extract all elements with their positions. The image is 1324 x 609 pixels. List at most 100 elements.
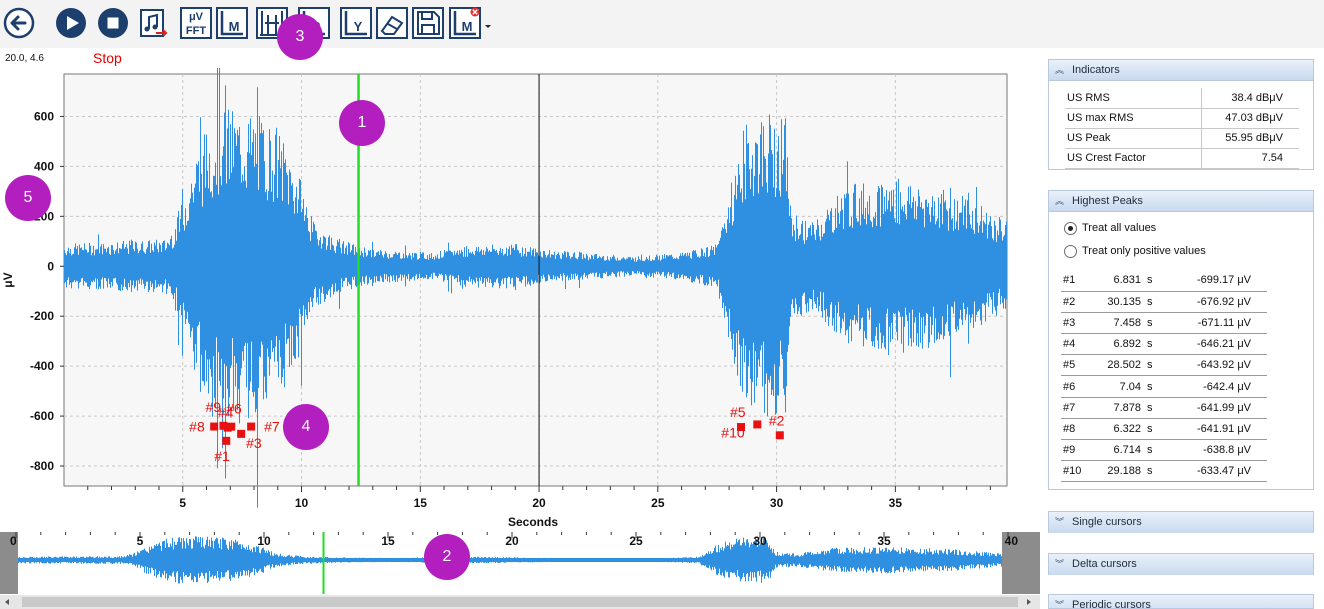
peak-time: 6.831 <box>1093 270 1141 292</box>
svg-text:Y: Y <box>354 19 363 34</box>
indicators-header[interactable]: ︽ Indicators <box>1049 60 1313 81</box>
periodic-cursors-panel[interactable]: ︾ Periodic cursors <box>1048 594 1314 609</box>
periodic-cursors-title: Periodic cursors <box>1072 599 1151 609</box>
peak-time: 6.892 <box>1093 333 1141 356</box>
stop-button[interactable] <box>97 7 129 39</box>
overview-ticks: 0 5 10 15 20 25 30 35 40 <box>10 532 1018 548</box>
overview-tick-label: 20 <box>505 534 519 548</box>
fft-button[interactable]: μV FFT <box>180 7 212 39</box>
delta-cursors-header[interactable]: ︾ Delta cursors <box>1049 554 1313 575</box>
treat-positive-radio[interactable]: Treat only positive values <box>1064 244 1206 260</box>
x-tick-label: 20 <box>532 496 546 510</box>
music-export-icon <box>140 9 168 37</box>
peak-time: 7.458 <box>1093 312 1141 335</box>
peak-label: #3 <box>246 435 262 451</box>
scroll-right-icon[interactable] <box>1027 599 1031 605</box>
overview-tick-label: 15 <box>381 534 395 548</box>
peak-label: #4 <box>218 405 234 421</box>
single-cursors-panel[interactable]: ︾ Single cursors <box>1048 511 1314 533</box>
peak-row[interactable]: #5 28.502 s -643.92 μV <box>1061 354 1267 377</box>
peak-row[interactable]: #8 6.322 s -641.91 μV <box>1061 418 1267 441</box>
eraser-button[interactable] <box>376 7 408 39</box>
collapse-icon: ︽ <box>1055 196 1065 206</box>
expand-icon: ︾ <box>1055 600 1065 609</box>
indicator-row: US max RMS 47.03 dBμV <box>1065 108 1299 129</box>
peak-marker <box>227 422 236 431</box>
arrow-left-circle-icon <box>3 7 35 39</box>
peak-label: #9 <box>205 399 221 415</box>
x-tick-label: 10 <box>295 496 309 510</box>
treat-all-radio[interactable]: Treat all values <box>1064 221 1156 237</box>
collapse-icon: ︽ <box>1055 65 1065 75</box>
export-audio-button[interactable] <box>138 7 170 39</box>
overview-tick-label: 5 <box>137 534 144 548</box>
peak-time-unit: s <box>1141 291 1173 313</box>
eraser-icon <box>376 7 408 39</box>
save-button[interactable] <box>412 7 444 39</box>
single-cursors-header[interactable]: ︾ Single cursors <box>1049 512 1313 533</box>
peak-time: 6.322 <box>1093 418 1141 441</box>
overview-left-mask <box>0 532 18 594</box>
overview-tick-label: 40 <box>1005 534 1019 548</box>
peak-row[interactable]: #4 6.892 s -646.21 μV <box>1061 333 1267 356</box>
back-button[interactable] <box>3 7 35 39</box>
peak-marker <box>210 422 219 431</box>
peak-label: #10 <box>721 424 745 440</box>
y-axis-label: μV <box>1 272 15 287</box>
playback-status: Stop <box>93 50 122 66</box>
peak-rank: #9 <box>1061 439 1093 462</box>
expand-icon: ︾ <box>1055 517 1065 527</box>
peak-row[interactable]: #3 7.458 s -671.11 μV <box>1061 312 1267 335</box>
highest-peaks-header[interactable]: ︽ Highest Peaks <box>1049 191 1313 212</box>
x-axis-label: Seconds <box>508 515 558 529</box>
peak-row[interactable]: #9 6.714 s -638.8 μV <box>1061 439 1267 462</box>
peak-time-unit: s <box>1141 418 1173 441</box>
peak-rank: #7 <box>1061 397 1093 419</box>
peak-row[interactable]: #2 30.135 s -676.92 μV <box>1061 291 1267 313</box>
peak-rank: #5 <box>1061 354 1093 377</box>
caret-down-icon <box>485 25 491 28</box>
overview-tick-label: 10 <box>257 534 271 548</box>
y-tick-label: -400 <box>30 359 54 373</box>
svg-text:M: M <box>462 19 473 34</box>
peak-row[interactable]: #10 29.188 s -633.47 μV <box>1061 460 1267 483</box>
indicator-label: US max RMS <box>1065 108 1202 129</box>
peak-row[interactable]: #1 6.831 s -699.17 μV <box>1061 270 1267 292</box>
annotation-badge-5: 5 <box>5 175 51 221</box>
peak-time-unit: s <box>1141 354 1173 377</box>
overview-strip[interactable]: 0 5 10 15 20 25 30 35 40 <box>0 532 1040 609</box>
delta-cursors-panel[interactable]: ︾ Delta cursors <box>1048 553 1314 575</box>
expand-icon: ︾ <box>1055 559 1065 569</box>
x-tick-label: 30 <box>770 496 784 510</box>
floppy-disk-icon <box>412 7 444 39</box>
scroll-left-icon[interactable] <box>5 599 9 605</box>
dropdown-arrow[interactable] <box>483 18 493 28</box>
peak-row[interactable]: #7 7.878 s -641.99 μV <box>1061 397 1267 419</box>
annotation-badge-2: 2 <box>424 534 470 580</box>
peaks-table: #1 6.831 s -699.17 μV #2 30.135 s -676.92 μV #3 7… <box>1061 270 1267 483</box>
peak-row[interactable]: #6 7.04 s -642.4 μV <box>1061 375 1267 398</box>
play-button[interactable] <box>55 7 87 39</box>
scrollbar-thumb[interactable] <box>22 597 1018 607</box>
indicator-value: 38.4 dBμV <box>1201 88 1299 109</box>
peak-value: -676.92 μV <box>1173 291 1267 313</box>
peak-time-unit: s <box>1141 460 1173 483</box>
treat-positive-label: Treat only positive values <box>1082 245 1206 257</box>
periodic-cursors-header[interactable]: ︾ Periodic cursors <box>1049 595 1313 609</box>
y-scale-button[interactable]: Y <box>340 7 372 39</box>
peak-markers: #1 #2 #3 #4 #5 #6 #7 #8#9 #10 <box>189 399 784 464</box>
peak-rank: #6 <box>1061 375 1093 398</box>
peak-value: -641.91 μV <box>1173 418 1267 441</box>
delta-cursors-title: Delta cursors <box>1072 558 1137 570</box>
peak-value: -641.99 μV <box>1173 397 1267 419</box>
peak-label: #6 <box>226 401 242 417</box>
x-tick-label: 15 <box>414 496 428 510</box>
peak-label: #2 <box>769 412 785 428</box>
indicator-label: US Peak <box>1065 128 1202 149</box>
peak-label: #5 <box>730 404 746 420</box>
remove-marker-button[interactable]: M <box>449 7 481 39</box>
y-tick-label: -800 <box>30 459 54 473</box>
marker-button[interactable]: M <box>216 7 248 39</box>
peak-marker <box>237 429 246 438</box>
